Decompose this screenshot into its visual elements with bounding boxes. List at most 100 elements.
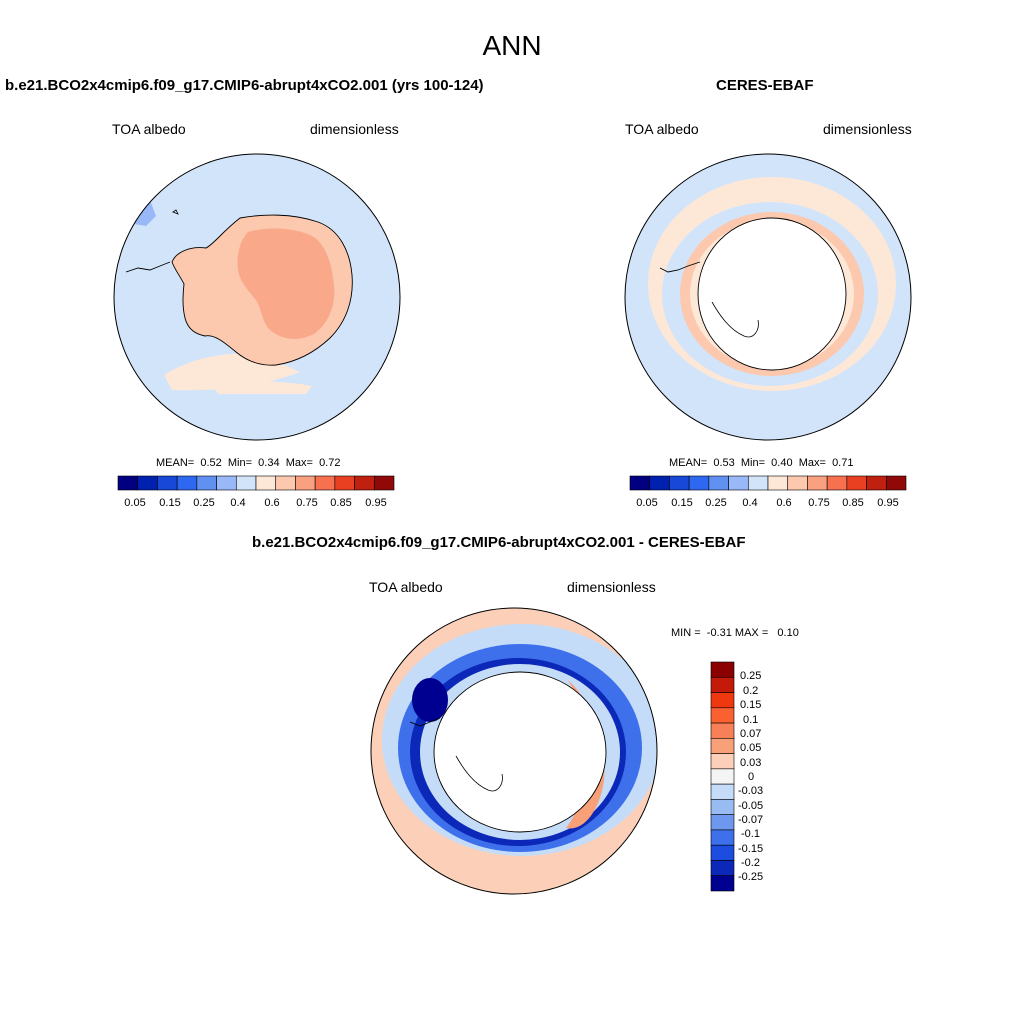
colorbar-cell [885,475,907,491]
colorbar-cell [708,475,729,491]
colorbar-cell [196,475,217,491]
panel-obs-title: CERES-EBAF [716,77,814,94]
colorbar-diff-tick: 0 [748,771,755,783]
colorbar-cell [710,875,735,892]
colorbar-cell [669,475,690,491]
colorbar-obs [629,475,907,491]
colorbar-diff-tick: -0.03 [738,785,764,797]
panel-model-units: dimensionless [310,121,399,137]
colorbar-cell [295,475,316,491]
colorbar-cell [710,860,735,877]
map-model-border [113,153,401,441]
map-obs-peninsula-outline [659,261,701,273]
colorbar-cell [747,475,769,491]
colorbar-cell [137,475,158,491]
colorbar-cell [314,475,336,491]
map-model-island [172,209,179,215]
map-model-peninsula-outline [125,261,171,273]
colorbar-cell [710,829,735,846]
colorbar-diff-tick: 0.15 [740,699,762,711]
map-model [113,153,401,441]
panel-obs-units: dimensionless [823,121,912,137]
colorbar-obs-tick: 0.4 [742,497,758,509]
colorbar-difference [710,661,735,892]
panel-obs-stats: MEAN= 0.53 Min= 0.40 Max= 0.71 [669,457,854,469]
colorbar-cell [255,475,277,491]
colorbar-cell [710,783,735,800]
colorbar-cell [710,844,735,861]
panel-model-title: b.e21.BCO2x4cmip6.f09_g17.CMIP6-abrupt4x… [5,77,484,94]
colorbar-cell [728,475,749,491]
colorbar-diff-tick: -0.15 [738,843,764,855]
panel-diff-units: dimensionless [567,579,656,595]
colorbar-model [117,475,395,491]
map-diff-border [370,607,658,895]
colorbar-diff-tick: -0.05 [738,800,764,812]
colorbar-diff-tick: -0.07 [738,814,764,826]
colorbar-cell [710,799,735,815]
colorbar-cell [275,475,296,491]
map-diff [370,607,658,895]
map-model-high-albedo-zone [237,228,335,339]
colorbar-diff-tick: 0.1 [743,714,759,726]
panel-model-variable: TOA albedo [112,121,186,137]
colorbar-diff-tick: -0.1 [741,828,760,840]
colorbar-model-tick: 0.25 [193,497,215,509]
colorbar-cell [846,475,867,491]
colorbar-diff-tick: 0.05 [740,742,762,754]
colorbar-diff-tick: 0.2 [743,685,759,697]
colorbar-cell [157,475,178,491]
map-obs [624,153,912,441]
panel-model-stats: MEAN= 0.52 Min= 0.34 Max= 0.72 [156,457,341,469]
colorbar-model-tick: 0.85 [330,497,352,509]
figure-title: ANN [482,30,542,61]
colorbar-cell [710,661,735,678]
colorbar-cell [373,475,395,491]
colorbar-cell [710,753,735,770]
colorbar-cell [826,475,848,491]
map-diff-coast-detail [455,755,503,792]
panel-diff-variable: TOA albedo [369,579,443,595]
panel-diff-title: b.e21.BCO2x4cmip6.f09_g17.CMIP6-abrupt4x… [252,534,746,551]
colorbar-model-tick: 0.05 [124,497,146,509]
colorbar-obs-tick: 0.05 [636,497,658,509]
colorbar-cell [629,475,651,491]
colorbar-cell [117,475,139,491]
colorbar-obs-tick: 0.25 [705,497,727,509]
map-obs-antarctica-mask [697,217,847,371]
colorbar-cell [767,475,789,491]
colorbar-cell [334,475,355,491]
colorbar-obs-tick: 0.75 [808,497,830,509]
colorbar-obs-tick: 0.85 [842,497,864,509]
colorbar-cell [649,475,670,491]
panel-diff-stats: MIN = -0.31 MAX = 0.10 [671,627,799,639]
colorbar-cell [866,475,887,491]
colorbar-cell [710,722,735,739]
colorbar-cell [710,768,735,785]
colorbar-cell [176,475,198,491]
colorbar-diff-tick: -0.2 [741,857,760,869]
colorbar-model-tick: 0.6 [264,497,280,509]
map-diff-antarctica-mask [433,671,607,833]
colorbar-cell [710,707,735,724]
colorbar-obs-tick: 0.6 [776,497,792,509]
colorbar-diff-tick: 0.07 [740,728,762,740]
colorbar-diff-tick: 0.03 [740,757,762,769]
map-diff-deep-blue-patch [412,678,448,722]
panel-obs-variable: TOA albedo [625,121,699,137]
colorbar-cell [710,692,735,709]
colorbar-obs-tick: 0.15 [671,497,693,509]
map-model-seaice-patch-2 [214,381,312,394]
colorbar-cell [787,475,808,491]
colorbar-obs-tick: 0.95 [877,497,899,509]
colorbar-cell [216,475,237,491]
colorbar-cell [710,814,735,831]
map-diff-peninsula-outline [409,717,441,727]
map-obs-coast-detail [711,301,759,338]
colorbar-cell [688,475,710,491]
colorbar-diff-tick: -0.25 [738,871,764,883]
map-obs-border [624,153,912,441]
colorbar-cell [710,676,735,693]
colorbar-cell [710,738,735,754]
